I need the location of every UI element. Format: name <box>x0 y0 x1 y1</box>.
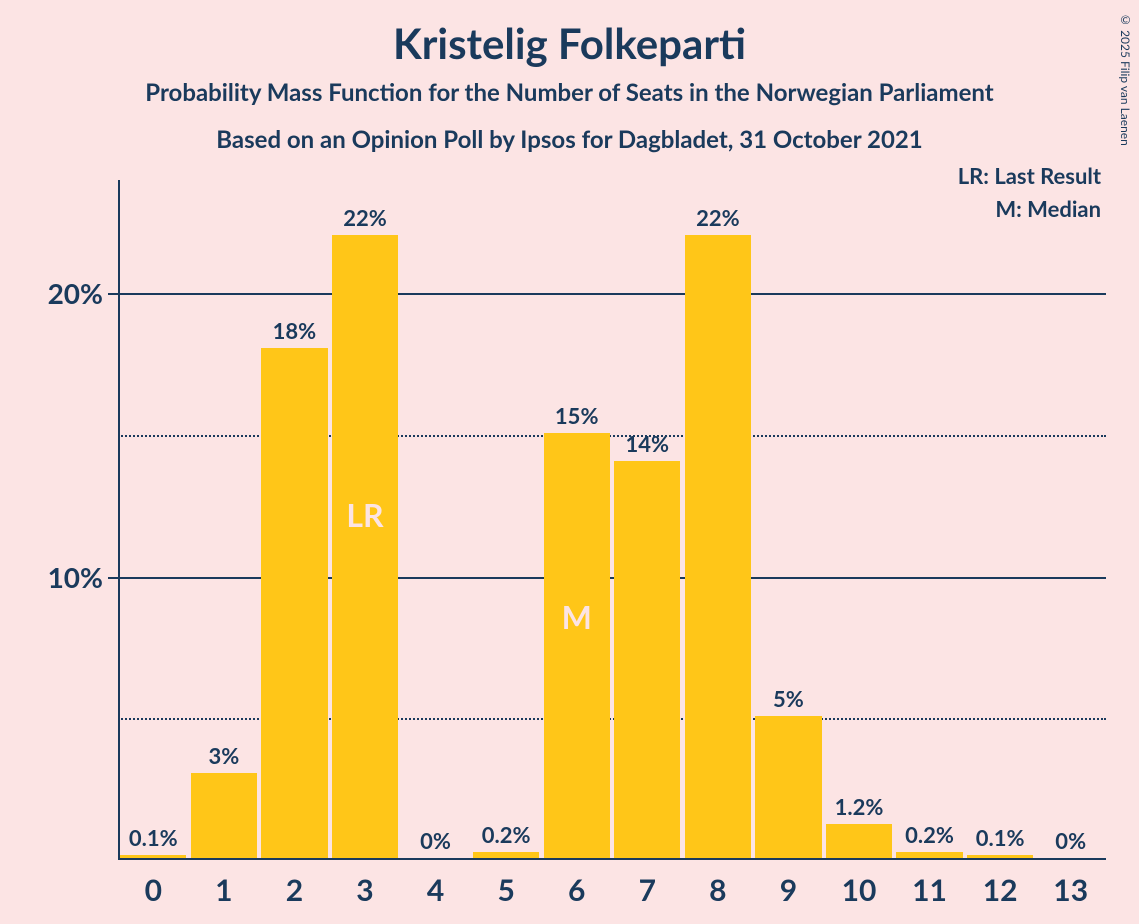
bar-value-label: 15% <box>555 402 599 429</box>
bar <box>614 461 680 858</box>
x-axis-label: 7 <box>639 872 656 908</box>
bar-value-label: 14% <box>626 430 670 457</box>
bar <box>826 824 892 858</box>
bar-value-label: 22% <box>343 204 387 231</box>
bar-value-label: 0% <box>1055 827 1086 854</box>
bar <box>755 716 821 858</box>
bar-value-label: 0.2% <box>905 821 954 848</box>
x-axis-label: 11 <box>912 872 947 908</box>
plot-area: 10%20%00.1%13%218%322%40%50.2%615%714%82… <box>118 180 1106 860</box>
chart-subtitle-2: Based on an Opinion Poll by Ipsos for Da… <box>0 107 1139 154</box>
x-axis-label: 12 <box>983 872 1018 908</box>
y-tick <box>108 577 118 579</box>
bar-value-label: 18% <box>273 317 317 344</box>
bar-overlay-label: LR <box>346 495 383 534</box>
x-axis-label: 10 <box>842 872 877 908</box>
x-axis <box>118 858 1106 860</box>
x-axis-label: 2 <box>286 872 303 908</box>
gridline-major <box>118 293 1106 295</box>
bar <box>685 235 751 858</box>
bar-value-label: 5% <box>773 685 804 712</box>
bar-value-label: 0.2% <box>482 821 531 848</box>
x-axis-label: 4 <box>427 872 444 908</box>
bar-value-label: 1.2% <box>835 793 884 820</box>
bar-value-label: 0% <box>420 827 451 854</box>
bar-overlay-label: M <box>562 597 592 636</box>
x-axis-label: 3 <box>356 872 373 908</box>
bar-value-label: 0.1% <box>976 824 1025 851</box>
x-axis-label: 5 <box>497 872 514 908</box>
copyright-text: © 2025 Filip van Laenen <box>1118 12 1133 146</box>
chart-subtitle-1: Probability Mass Function for the Number… <box>0 68 1139 107</box>
x-axis-label: 8 <box>709 872 726 908</box>
bar <box>896 852 962 858</box>
y-axis-label: 20% <box>38 276 103 310</box>
bar <box>473 852 539 858</box>
bar-value-label: 22% <box>696 204 740 231</box>
chart-title: Kristelig Folkeparti <box>0 0 1139 68</box>
bar <box>967 855 1033 858</box>
bar-value-label: 0.1% <box>129 824 178 851</box>
x-axis-label: 1 <box>215 872 232 908</box>
y-axis <box>118 180 120 860</box>
bar <box>191 773 257 858</box>
x-axis-label: 13 <box>1053 872 1088 908</box>
bar <box>544 433 610 858</box>
x-axis-label: 9 <box>780 872 797 908</box>
x-axis-label: 6 <box>568 872 585 908</box>
bar <box>261 348 327 858</box>
y-axis-label: 10% <box>38 560 103 594</box>
y-tick <box>108 293 118 295</box>
bar <box>120 855 186 858</box>
bar <box>332 235 398 858</box>
x-axis-label: 0 <box>145 872 162 908</box>
bar-value-label: 3% <box>208 742 239 769</box>
